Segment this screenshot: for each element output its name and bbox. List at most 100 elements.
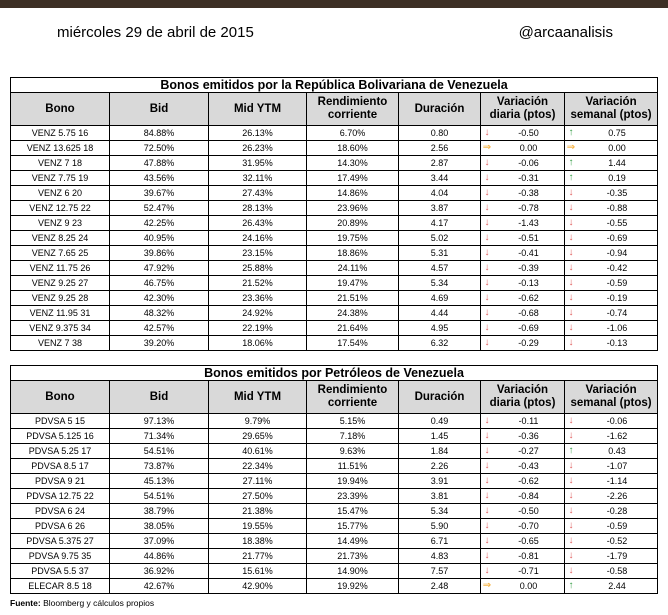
daily-change-cell: ↓ -0.50 bbox=[480, 503, 565, 519]
bond-name-cell: VENZ 9.375 34 bbox=[10, 320, 110, 336]
table-row: VENZ 6 20 39.67% 27.43% 14.86% 4.04 ↓ -0.38 ↓ -0… bbox=[10, 185, 659, 201]
arrow-down-icon: ↓ bbox=[568, 337, 574, 348]
bid-cell: 47.92% bbox=[109, 260, 209, 276]
col-header-var-diaria: Variación diaria (ptos) bbox=[480, 380, 565, 414]
bid-cell: 39.20% bbox=[109, 335, 209, 351]
col-header-var-diaria: Variación diaria (ptos) bbox=[480, 92, 565, 126]
col-header-mid-ytm: Mid YTM bbox=[208, 380, 307, 414]
duration-cell: 4.69 bbox=[398, 290, 481, 306]
duration-cell: 5.34 bbox=[398, 275, 481, 291]
current-yield-cell: 5.15% bbox=[306, 413, 399, 429]
daily-change-cell: ↓ -1.43 bbox=[480, 215, 565, 231]
table-row: VENZ 7.75 19 43.56% 32.11% 17.49% 3.44 ↓ -0.31… bbox=[10, 170, 659, 186]
arrow-down-icon: ↓ bbox=[484, 277, 490, 288]
change-value: -1.14 bbox=[606, 476, 628, 486]
arrow-down-icon: ↓ bbox=[484, 202, 490, 213]
arrow-down-icon: ↓ bbox=[484, 217, 490, 228]
bond-name-cell: PDVSA 5.375 27 bbox=[10, 533, 110, 549]
duration-cell: 3.44 bbox=[398, 170, 481, 186]
table-row: PDVSA 6 26 38.05% 19.55% 15.77% 5.90 ↓ -0.70 ↓ -… bbox=[10, 518, 659, 534]
arrow-down-icon: ↓ bbox=[484, 247, 490, 258]
arrow-down-icon: ↓ bbox=[568, 505, 574, 516]
change-value: -0.71 bbox=[518, 566, 539, 576]
change-value: 0.00 bbox=[519, 143, 538, 153]
change-value: -0.78 bbox=[518, 203, 539, 213]
current-yield-cell: 14.90% bbox=[306, 563, 399, 579]
change-value: 0.19 bbox=[608, 173, 626, 183]
daily-change-cell: ↓ -0.27 bbox=[480, 443, 565, 459]
arrow-down-icon: ↓ bbox=[568, 217, 574, 228]
table-row: VENZ 8.25 24 40.95% 24.16% 19.75% 5.02 ↓ -0.51… bbox=[10, 230, 659, 246]
change-value: -0.06 bbox=[518, 158, 539, 168]
change-value: -0.88 bbox=[606, 203, 628, 213]
duration-cell: 5.90 bbox=[398, 518, 481, 534]
weekly-change-cell: ↑ 2.44 bbox=[563, 578, 659, 594]
twitter-handle: @arcaanalisis bbox=[518, 24, 613, 41]
arrow-down-icon: ↓ bbox=[568, 460, 574, 471]
current-yield-cell: 14.30% bbox=[306, 155, 399, 171]
daily-change-cell: ↓ -0.71 bbox=[480, 563, 565, 579]
change-value: -1.43 bbox=[518, 218, 539, 228]
arrow-down-icon: ↓ bbox=[568, 322, 574, 333]
bond-name-cell: ELECAR 8.5 18 bbox=[10, 578, 110, 594]
bond-name-cell: PDVSA 6 24 bbox=[10, 503, 110, 519]
arrow-down-icon: ↓ bbox=[568, 232, 574, 243]
mid-ytm-cell: 26.43% bbox=[208, 215, 307, 231]
weekly-change-cell: ↓ -0.52 bbox=[563, 533, 659, 549]
table-row: VENZ 9.375 34 42.57% 22.19% 21.64% 4.95 ↓ -0.6… bbox=[10, 320, 659, 336]
weekly-change-cell: ↓ -0.06 bbox=[563, 413, 659, 429]
bond-name-cell: VENZ 6 20 bbox=[10, 185, 110, 201]
arrow-down-icon: ↓ bbox=[484, 292, 490, 303]
weekly-change-cell: ↑ 0.19 bbox=[563, 170, 659, 186]
duration-cell: 2.48 bbox=[398, 578, 481, 594]
mid-ytm-cell: 18.06% bbox=[208, 335, 307, 351]
duration-cell: 0.49 bbox=[398, 413, 481, 429]
table-row: VENZ 7 18 47.88% 31.95% 14.30% 2.87 ↓ -0.06 ↑ 1.… bbox=[10, 155, 659, 171]
change-value: -0.59 bbox=[606, 521, 628, 531]
change-value: -0.13 bbox=[606, 338, 628, 348]
duration-cell: 1.84 bbox=[398, 443, 481, 459]
current-yield-cell: 20.89% bbox=[306, 215, 399, 231]
bid-cell: 52.47% bbox=[109, 200, 209, 216]
change-value: -0.65 bbox=[518, 536, 539, 546]
table-row: VENZ 13.625 18 72.50% 26.23% 18.60% 2.56 ⇒ 0.0… bbox=[10, 140, 659, 156]
daily-change-cell: ↓ -0.39 bbox=[480, 260, 565, 276]
daily-change-cell: ↓ -0.78 bbox=[480, 200, 565, 216]
current-yield-cell: 9.63% bbox=[306, 443, 399, 459]
arrow-down-icon: ↓ bbox=[568, 262, 574, 273]
bid-cell: 54.51% bbox=[109, 488, 209, 504]
mid-ytm-cell: 23.36% bbox=[208, 290, 307, 306]
bond-name-cell: PDVSA 6 26 bbox=[10, 518, 110, 534]
arrow-down-icon: ↓ bbox=[484, 307, 490, 318]
bid-cell: 72.50% bbox=[109, 140, 209, 156]
change-value: -0.36 bbox=[518, 431, 539, 441]
col-header-rendimiento: Rendimiento corriente bbox=[306, 380, 399, 414]
arrow-down-icon: ↓ bbox=[568, 307, 574, 318]
duration-cell: 3.91 bbox=[398, 473, 481, 489]
col-header-var-semanal: Variación semanal (ptos) bbox=[563, 92, 659, 126]
mid-ytm-cell: 23.15% bbox=[208, 245, 307, 261]
bid-cell: 42.57% bbox=[109, 320, 209, 336]
current-yield-cell: 19.47% bbox=[306, 275, 399, 291]
current-yield-cell: 15.77% bbox=[306, 518, 399, 534]
bond-name-cell: PDVSA 12.75 22 bbox=[10, 488, 110, 504]
weekly-change-cell: ↓ -0.35 bbox=[563, 185, 659, 201]
current-yield-cell: 24.38% bbox=[306, 305, 399, 321]
change-value: -0.52 bbox=[606, 536, 628, 546]
table-row: VENZ 9.25 28 42.30% 23.36% 21.51% 4.69 ↓ -0.62… bbox=[10, 290, 659, 306]
arrow-down-icon: ↓ bbox=[568, 565, 574, 576]
table-row: PDVSA 5.25 17 54.51% 40.61% 9.63% 1.84 ↓ -0.27… bbox=[10, 443, 659, 459]
duration-cell: 4.17 bbox=[398, 215, 481, 231]
weekly-change-cell: ↑ 0.75 bbox=[563, 125, 659, 141]
daily-change-cell: ↓ -0.65 bbox=[480, 533, 565, 549]
change-value: -0.50 bbox=[518, 128, 539, 138]
current-yield-cell: 21.64% bbox=[306, 320, 399, 336]
weekly-change-cell: ↓ -1.07 bbox=[563, 458, 659, 474]
arrow-down-icon: ↓ bbox=[484, 337, 490, 348]
daily-change-cell: ↓ -0.51 bbox=[480, 230, 565, 246]
arrow-down-icon: ↓ bbox=[484, 475, 490, 486]
mid-ytm-cell: 21.38% bbox=[208, 503, 307, 519]
bond-name-cell: VENZ 13.625 18 bbox=[10, 140, 110, 156]
table-row: PDVSA 12.75 22 54.51% 27.50% 23.39% 3.81 ↓ -0.… bbox=[10, 488, 659, 504]
pdvsa-bonds-table: Bonos emitidos por Petróleos de Venezuel… bbox=[9, 365, 659, 594]
